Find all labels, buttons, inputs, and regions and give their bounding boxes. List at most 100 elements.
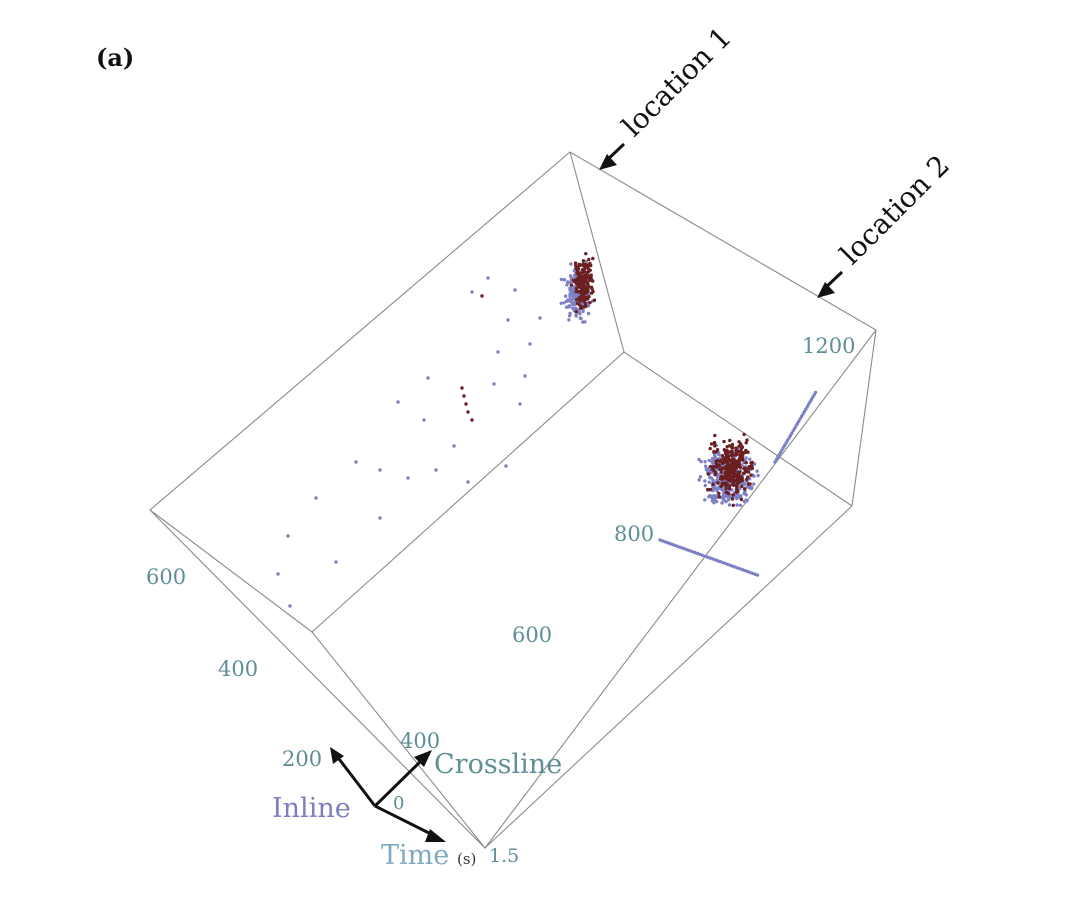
scatter-point — [518, 402, 522, 406]
scatter-point — [720, 481, 725, 485]
scatter-point — [741, 458, 745, 462]
scatter-point — [591, 279, 595, 283]
scatter-point — [586, 304, 591, 308]
scatter-point — [703, 498, 707, 502]
scatter-point — [735, 503, 739, 507]
scatter-point — [719, 470, 723, 474]
scatter-point — [704, 467, 709, 472]
scatter-point — [378, 468, 382, 472]
scatter-point — [571, 290, 575, 295]
scatter-point — [717, 464, 722, 468]
crossline-arrowhead-icon — [414, 750, 432, 767]
scatter-point — [742, 499, 746, 504]
scatter-point — [580, 284, 585, 288]
scatter-point — [748, 482, 752, 486]
scatter-point — [709, 442, 714, 446]
scatter-point — [755, 573, 760, 577]
scatter-point — [748, 457, 752, 461]
tick-crossline-400: 400 — [400, 729, 440, 753]
scatter-point — [354, 460, 358, 464]
scatter-point — [727, 484, 732, 488]
scatter-point — [711, 482, 715, 486]
scatter-point — [580, 274, 584, 279]
location-1-label: location 1 — [616, 21, 738, 143]
scatter-point — [706, 487, 710, 492]
scatter-point — [569, 262, 573, 266]
scatter-point — [813, 390, 818, 395]
scatter-point — [714, 499, 719, 504]
scatter-point — [567, 305, 571, 309]
box-edge-top-left — [149, 509, 313, 633]
scatter-point — [466, 410, 470, 414]
scatter-point — [730, 442, 735, 447]
scatter-point — [422, 418, 426, 422]
scatter-point — [740, 476, 744, 480]
scatter-point — [727, 474, 731, 479]
scatter-point — [480, 294, 484, 298]
scatter-point — [528, 342, 532, 346]
scatter-point — [460, 386, 464, 390]
scatter-point — [580, 305, 585, 309]
scatter-point — [434, 468, 438, 472]
scatter-point — [740, 445, 745, 449]
location-1-annotation: location 1 — [599, 21, 738, 170]
scatter-point — [750, 466, 755, 470]
scatter-point — [752, 482, 756, 486]
location-2-annotation: location 2 — [817, 149, 956, 298]
scatter-point — [736, 472, 741, 476]
box-back-face — [149, 151, 877, 849]
scatter-point — [506, 318, 510, 322]
scatter-point — [745, 485, 749, 489]
scatter-point — [710, 499, 715, 503]
scatter-point — [575, 269, 580, 273]
scatter-point — [565, 283, 569, 287]
scatter-point — [724, 455, 728, 459]
scatter-point — [586, 311, 591, 316]
scatter-point — [406, 476, 410, 480]
scatter-point — [584, 288, 588, 292]
orientation-axes — [330, 747, 446, 842]
scatter-point — [286, 534, 290, 538]
scatter-point — [581, 263, 585, 267]
scatter-point — [574, 310, 578, 314]
scatter-point — [727, 463, 731, 467]
scatter-point — [276, 572, 280, 576]
scatter-point — [585, 280, 590, 284]
scatter-point — [396, 400, 400, 404]
scatter-point — [564, 305, 569, 309]
scatter-point — [697, 478, 701, 482]
scatter-point — [725, 482, 729, 486]
location-2-label: location 2 — [834, 149, 956, 271]
scatter-point — [746, 475, 750, 479]
scatter-point — [703, 483, 707, 488]
box-edge-inner-top — [623, 351, 853, 507]
scatter-point — [587, 294, 591, 299]
scatter-point — [572, 269, 576, 273]
scatter-point — [583, 301, 587, 305]
scatter-point — [574, 289, 578, 294]
scatter-point — [572, 296, 576, 300]
inline-arrow-icon — [334, 754, 377, 807]
scatter-point — [752, 474, 756, 478]
scatter-point — [713, 464, 718, 469]
scatter-point — [584, 259, 589, 263]
scatter-point — [717, 491, 721, 496]
scatter-point — [573, 273, 577, 277]
scatter-point — [592, 298, 597, 302]
scatter-point — [730, 497, 735, 501]
scatter-point — [452, 444, 456, 448]
scatter-point — [745, 469, 749, 473]
scatter-point — [713, 433, 717, 438]
scatter-point — [588, 300, 592, 305]
scatter-point — [577, 278, 581, 283]
scatter-point — [722, 491, 726, 495]
scatter-point — [724, 486, 728, 491]
tick-crossline-600: 600 — [512, 623, 552, 647]
scatter-point — [470, 290, 474, 294]
scatter-point — [739, 442, 743, 446]
scatter-point — [462, 394, 466, 398]
scatter-point — [573, 261, 578, 265]
scatter-point — [562, 301, 566, 305]
scatter-point — [583, 265, 587, 270]
scatter-point — [708, 475, 712, 480]
